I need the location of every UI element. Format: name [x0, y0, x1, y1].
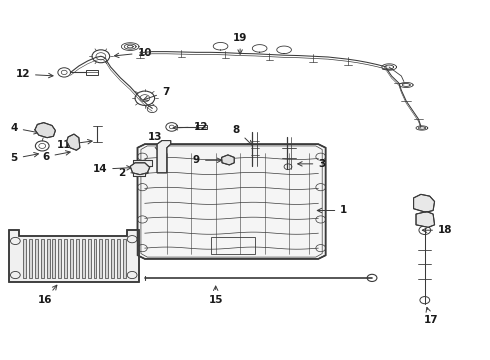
Polygon shape — [35, 239, 38, 278]
Text: 18: 18 — [422, 225, 452, 235]
Polygon shape — [94, 239, 97, 278]
Polygon shape — [130, 163, 150, 175]
Polygon shape — [133, 160, 152, 176]
Polygon shape — [157, 140, 171, 173]
Text: 8: 8 — [233, 125, 252, 145]
Polygon shape — [9, 230, 139, 282]
Polygon shape — [416, 212, 435, 227]
Text: 4: 4 — [10, 123, 38, 134]
Polygon shape — [111, 239, 114, 278]
Text: 10: 10 — [115, 48, 152, 58]
Text: 16: 16 — [37, 285, 57, 305]
Text: 1: 1 — [317, 206, 347, 216]
Text: 17: 17 — [423, 307, 438, 325]
Bar — [86, 70, 98, 75]
Text: 12: 12 — [173, 122, 208, 132]
Polygon shape — [99, 239, 102, 278]
Polygon shape — [70, 239, 73, 278]
Text: 13: 13 — [147, 132, 162, 151]
Polygon shape — [76, 239, 79, 278]
Text: 19: 19 — [233, 33, 247, 54]
Text: 15: 15 — [208, 286, 223, 305]
Bar — [196, 125, 207, 129]
Text: 6: 6 — [42, 151, 70, 162]
Polygon shape — [52, 239, 55, 278]
Text: 7: 7 — [144, 87, 170, 100]
Polygon shape — [29, 239, 32, 278]
Polygon shape — [117, 239, 120, 278]
Polygon shape — [35, 123, 55, 138]
Text: 9: 9 — [193, 155, 221, 165]
Polygon shape — [123, 239, 126, 278]
Polygon shape — [105, 239, 108, 278]
Polygon shape — [47, 239, 49, 278]
Text: 11: 11 — [57, 139, 92, 150]
Polygon shape — [23, 239, 26, 278]
Polygon shape — [67, 134, 80, 150]
Text: 3: 3 — [298, 159, 325, 169]
Text: 5: 5 — [11, 153, 38, 163]
Polygon shape — [58, 239, 61, 278]
Polygon shape — [41, 239, 44, 278]
Polygon shape — [138, 144, 326, 259]
Polygon shape — [88, 239, 91, 278]
Polygon shape — [221, 155, 234, 165]
Polygon shape — [82, 239, 85, 278]
Text: 14: 14 — [93, 164, 131, 174]
Polygon shape — [64, 239, 67, 278]
Bar — [211, 237, 255, 253]
Polygon shape — [414, 194, 435, 212]
Text: 2: 2 — [118, 168, 148, 178]
Text: 12: 12 — [16, 69, 53, 79]
